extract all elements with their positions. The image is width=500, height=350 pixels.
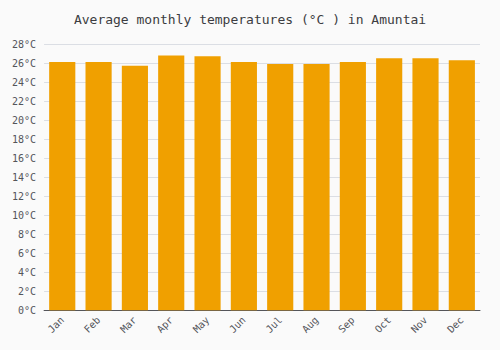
svg-text:16°C: 16°C [12,153,36,164]
svg-text:18°C: 18°C [12,134,36,145]
svg-text:May: May [191,314,212,335]
svg-text:14°C: 14°C [12,172,36,183]
svg-text:10°C: 10°C [12,210,36,221]
svg-text:24°C: 24°C [12,77,36,88]
svg-text:Aug: Aug [300,314,321,335]
svg-text:0°C: 0°C [18,305,36,316]
svg-text:22°C: 22°C [12,96,36,107]
svg-text:26°C: 26°C [12,58,36,69]
svg-text:Oct: Oct [373,314,394,335]
svg-text:Average monthly temperatures (: Average monthly temperatures (°C ) in Am… [74,12,426,27]
svg-text:8°C: 8°C [18,229,36,240]
svg-text:Sep: Sep [336,314,357,335]
svg-text:6°C: 6°C [18,248,36,259]
svg-text:2°C: 2°C [18,286,36,297]
svg-text:Jun: Jun [227,314,248,335]
svg-text:Feb: Feb [82,314,103,335]
svg-text:28°C: 28°C [12,39,36,50]
svg-text:12°C: 12°C [12,191,36,202]
svg-text:Jan: Jan [46,314,67,335]
svg-text:Mar: Mar [118,314,139,335]
svg-text:Nov: Nov [409,314,430,335]
svg-text:Apr: Apr [155,314,176,335]
svg-text:4°C: 4°C [18,267,36,278]
svg-text:Dec: Dec [445,314,466,335]
svg-text:Jul: Jul [264,314,285,335]
svg-text:20°C: 20°C [12,115,36,126]
